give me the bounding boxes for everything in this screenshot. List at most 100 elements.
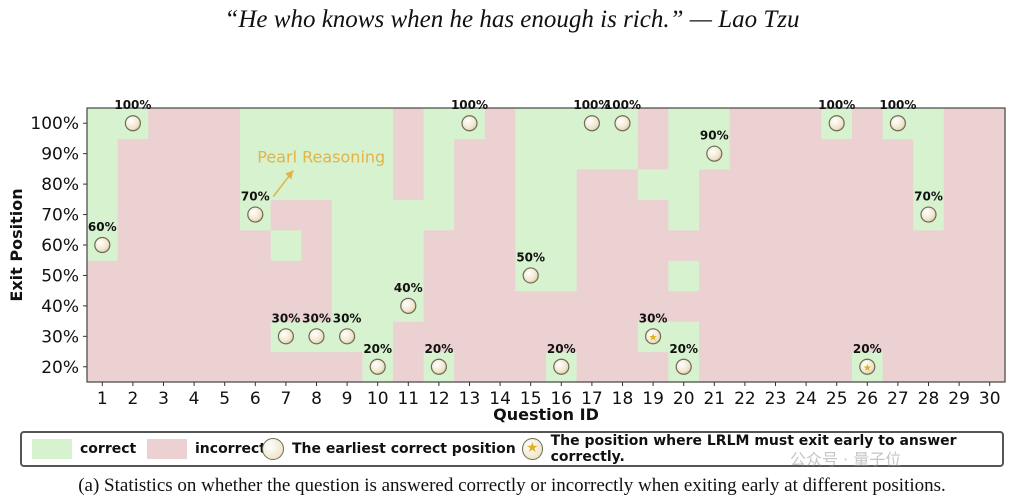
cell-incorrect: [729, 260, 761, 292]
cell-incorrect: [576, 351, 608, 383]
cell-incorrect: [546, 321, 578, 353]
y-tick-label: 80%: [41, 175, 79, 195]
circle-marker: [247, 206, 264, 223]
cell-incorrect: [393, 321, 425, 353]
cell-incorrect: [423, 229, 455, 261]
cell-incorrect: [576, 321, 608, 353]
cell-correct: [301, 108, 333, 140]
x-tick-label: 18: [612, 389, 634, 409]
cell-incorrect: [974, 168, 1006, 200]
cell-incorrect: [699, 351, 731, 383]
pearl-reasoning-annotation: Pearl Reasoning: [257, 148, 385, 198]
cell-incorrect: [913, 290, 945, 322]
cell-incorrect: [974, 351, 1006, 383]
cell-incorrect: [576, 260, 608, 292]
legend-circle-label: The earliest correct position: [292, 441, 516, 457]
cell-incorrect: [821, 321, 853, 353]
data-label: 50%: [516, 250, 545, 264]
cell-incorrect: [729, 290, 761, 322]
circle-marker: [706, 145, 723, 162]
cell-incorrect: [209, 138, 241, 170]
cell-correct: [240, 138, 272, 170]
cell-correct: [331, 199, 363, 231]
cell-incorrect: [668, 290, 700, 322]
cell-incorrect: [178, 229, 210, 261]
cell-incorrect: [270, 351, 302, 383]
cell-incorrect: [484, 199, 516, 231]
cell-incorrect: [301, 351, 333, 383]
circle-marker: [339, 328, 356, 345]
cell-incorrect: [301, 290, 333, 322]
cell-incorrect: [178, 138, 210, 170]
circle-marker: [308, 328, 325, 345]
cell-incorrect: [790, 168, 822, 200]
cell-correct: [87, 108, 119, 140]
x-tick-label: 6: [250, 389, 261, 409]
cell-correct: [331, 138, 363, 170]
cell-correct: [362, 108, 394, 140]
watermark: 公众号 · 量子位: [790, 450, 902, 469]
cell-incorrect: [943, 290, 975, 322]
cell-incorrect: [913, 260, 945, 292]
cell-incorrect: [974, 199, 1006, 231]
cell-incorrect: [821, 260, 853, 292]
cell-incorrect: [148, 199, 180, 231]
x-tick-label: 17: [581, 389, 603, 409]
cell-correct: [331, 260, 363, 292]
cell-incorrect: [607, 229, 639, 261]
cell-incorrect: [943, 108, 975, 140]
cell-incorrect: [148, 290, 180, 322]
x-tick-label: 24: [795, 389, 817, 409]
cell-incorrect: [209, 321, 241, 353]
cell-incorrect: [117, 199, 149, 231]
cell-incorrect: [484, 260, 516, 292]
cell-correct: [331, 168, 363, 200]
cell-correct: [301, 168, 333, 200]
x-axis-label: Question ID: [493, 405, 599, 424]
cell-incorrect: [760, 290, 792, 322]
cell-incorrect: [637, 351, 669, 383]
cell-incorrect: [240, 321, 272, 353]
data-label: 20%: [547, 342, 576, 356]
cell-incorrect: [729, 351, 761, 383]
cell-incorrect: [852, 260, 884, 292]
cell-incorrect: [943, 229, 975, 261]
cell-correct: [668, 108, 700, 140]
cell-incorrect: [974, 108, 1006, 140]
cell-correct: [331, 229, 363, 261]
cell-incorrect: [484, 351, 516, 383]
cell-incorrect: [637, 229, 669, 261]
x-tick-label: 22: [734, 389, 756, 409]
y-axis-label: Exit Position: [7, 188, 26, 301]
cell-incorrect: [209, 229, 241, 261]
cell-incorrect: [576, 199, 608, 231]
cell-incorrect: [882, 229, 914, 261]
data-label: 100%: [114, 98, 151, 112]
cell-incorrect: [393, 168, 425, 200]
cell-incorrect: [790, 229, 822, 261]
legend-incorrect-label: incorrect: [195, 441, 266, 457]
cell-correct: [423, 168, 455, 200]
cell-correct: [515, 168, 547, 200]
star-icon: ★: [863, 363, 872, 374]
cell-incorrect: [668, 229, 700, 261]
y-tick-label: 90%: [41, 145, 79, 165]
cell-correct: [913, 138, 945, 170]
cell-incorrect: [209, 108, 241, 140]
cell-incorrect: [943, 168, 975, 200]
cell-incorrect: [729, 168, 761, 200]
cell-correct: [546, 260, 578, 292]
cell-incorrect: [637, 290, 669, 322]
x-tick-label: 28: [918, 389, 940, 409]
legend-correct-label: correct: [80, 441, 137, 457]
cell-incorrect: [117, 260, 149, 292]
cell-correct: [362, 168, 394, 200]
cell-incorrect: [546, 290, 578, 322]
cell-incorrect: [148, 138, 180, 170]
cell-incorrect: [943, 199, 975, 231]
cell-incorrect: [790, 138, 822, 170]
cell-incorrect: [607, 199, 639, 231]
cell-correct: [515, 229, 547, 261]
cell-incorrect: [882, 321, 914, 353]
cell-correct: [362, 138, 394, 170]
